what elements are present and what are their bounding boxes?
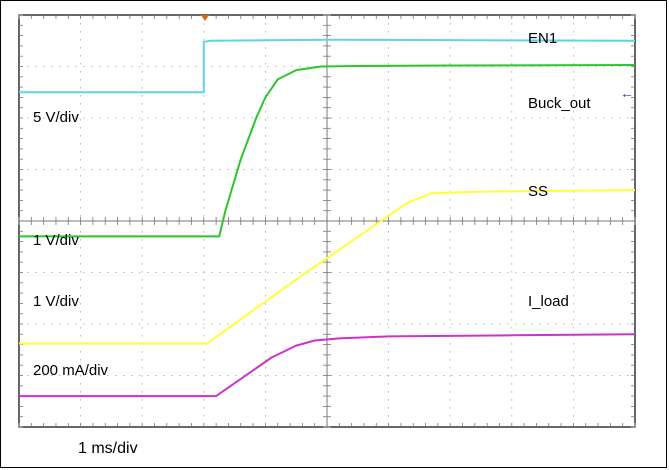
series-label-ss: SS bbox=[528, 183, 548, 200]
scale-label-en1: 5 V/div bbox=[33, 109, 79, 126]
time-scale-label: 1 ms/div bbox=[78, 440, 138, 457]
scale-label-ss: 1 V/div bbox=[33, 293, 79, 310]
arrow-left-icon: ← bbox=[620, 85, 634, 101]
series-label-buck-out: Buck_out bbox=[528, 95, 591, 112]
series-label-en1: EN1 bbox=[528, 30, 557, 47]
trace-en1 bbox=[19, 38, 636, 94]
trace-ss bbox=[19, 189, 636, 345]
scale-label-buck: 1 V/div bbox=[33, 232, 79, 249]
scale-label-iload: 200 mA/div bbox=[33, 362, 109, 379]
trace-buck-out bbox=[19, 64, 636, 238]
grid bbox=[18, 14, 636, 428]
series-label-i-load: I_load bbox=[528, 293, 569, 310]
traces bbox=[19, 38, 636, 398]
trace-i-load bbox=[19, 333, 636, 398]
trigger-marker bbox=[201, 15, 209, 21]
